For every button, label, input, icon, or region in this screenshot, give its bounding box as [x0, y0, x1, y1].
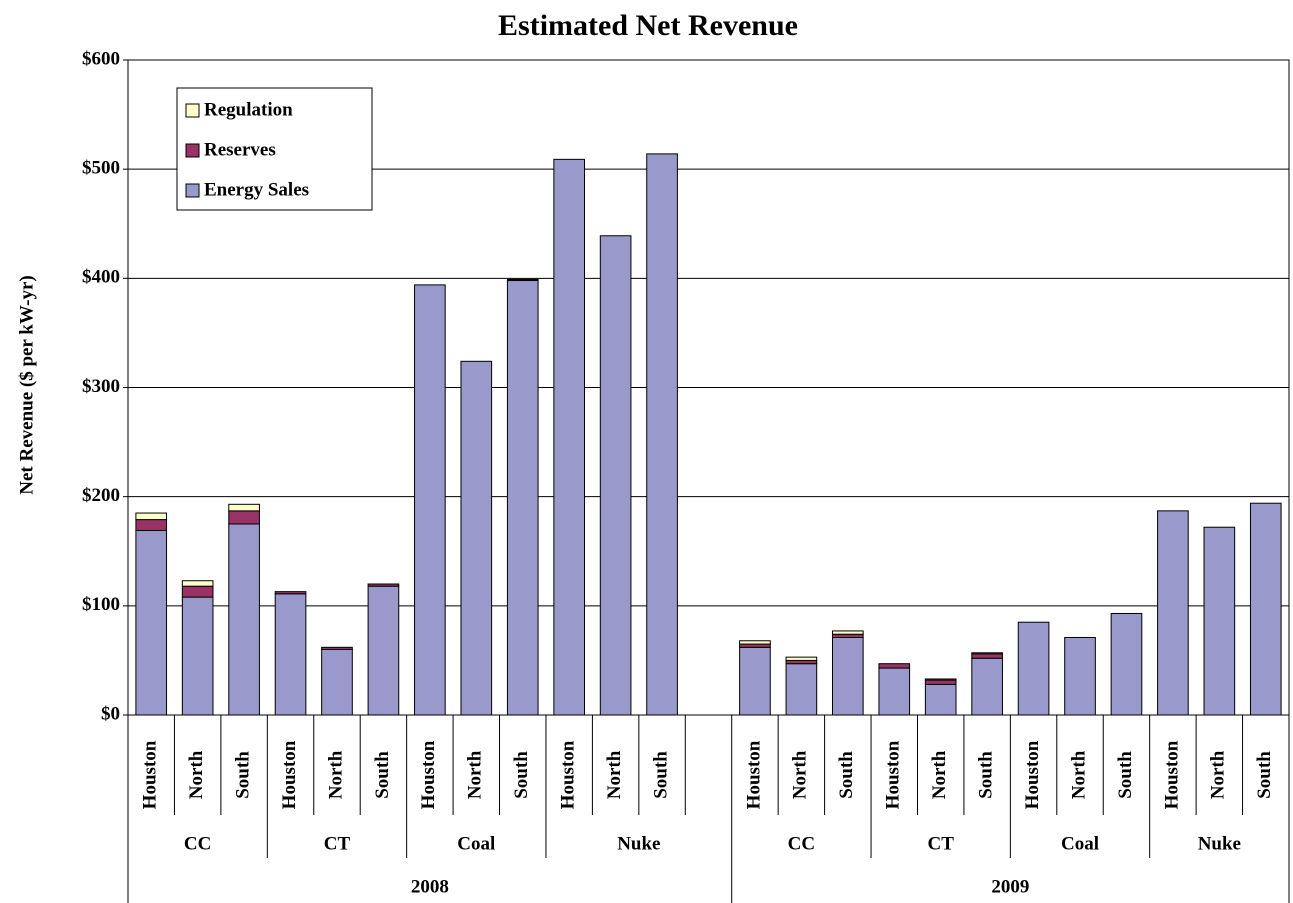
bar-segment [506, 280, 539, 716]
bar-segment [878, 663, 911, 669]
bar-segment [785, 663, 818, 716]
chart-title: Estimated Net Revenue [498, 9, 798, 42]
bar-segment [274, 591, 307, 595]
x-tick-label: Houston [1161, 740, 1182, 809]
bar-segment [1203, 526, 1236, 716]
bar-segment [228, 510, 260, 525]
x-tick-label: North [1208, 750, 1229, 799]
bar-segment [506, 278, 539, 282]
bar-segment [739, 646, 771, 716]
legend-label: Energy Sales [204, 179, 309, 200]
x-tick-label: Houston [140, 740, 161, 809]
bar-segment [646, 153, 678, 716]
bar-segment [321, 646, 353, 650]
x-tick-label: North [1068, 750, 1089, 799]
bar-segment [135, 512, 168, 521]
x-tick-label: Houston [743, 740, 764, 809]
legend-label: Reserves [204, 139, 276, 160]
bar-segment [553, 158, 586, 716]
x-tick-label: North [465, 750, 486, 799]
y-tick-label: $0 [101, 703, 120, 724]
bar-segment [971, 653, 1003, 659]
bar-segment [1017, 621, 1050, 716]
legend-label: Regulation [204, 99, 293, 120]
bar-segment [1157, 510, 1189, 716]
group-label: Nuke [1198, 833, 1241, 854]
x-tick-label: North [186, 750, 207, 799]
bar-segment [414, 284, 446, 716]
bar-segment [228, 523, 260, 716]
x-tick-label: South [1254, 751, 1275, 799]
bar-segment [924, 679, 957, 685]
bar-segment [367, 583, 400, 587]
bar-segment [971, 657, 1003, 716]
y-tick-label: $400 [82, 267, 120, 288]
bar-segment [181, 580, 214, 587]
group-label: CC [184, 833, 211, 854]
bar-segment [274, 593, 307, 716]
bar-segment [831, 636, 864, 716]
bar-segment [739, 640, 771, 645]
x-tick-label: North [604, 750, 625, 799]
y-tick-label: $300 [82, 376, 120, 397]
bar-segment [924, 683, 957, 716]
y-axis-label: Net Revenue ($ per kW-yr) [16, 275, 37, 495]
x-tick-label: South [511, 751, 532, 799]
bar-segment [1110, 612, 1143, 716]
x-tick-label: North [790, 750, 811, 799]
legend-box [176, 87, 373, 211]
group-label: Nuke [617, 833, 660, 854]
bar-segment [135, 530, 168, 716]
x-tick-label: Houston [418, 740, 439, 809]
x-tick-label: Houston [279, 740, 300, 809]
x-tick-label: Houston [883, 740, 904, 809]
year-label: 2008 [411, 876, 449, 897]
bar-segment [228, 503, 260, 512]
legend-swatch [185, 143, 200, 158]
bar-segment [831, 630, 864, 635]
bar-segment [367, 585, 400, 716]
x-tick-label: Houston [1022, 740, 1043, 809]
x-tick-label: Houston [558, 740, 579, 809]
x-tick-label: North [929, 750, 950, 799]
x-tick-label: South [836, 751, 857, 799]
x-tick-label: South [1115, 751, 1136, 799]
year-label: 2009 [991, 876, 1029, 897]
y-tick-label: $500 [82, 158, 120, 179]
x-tick-label: South [650, 751, 671, 799]
y-tick-label: $100 [82, 594, 120, 615]
legend-swatch [185, 103, 200, 118]
bar-segment [971, 652, 1003, 655]
bar-segment [878, 667, 911, 716]
group-label: CC [788, 833, 815, 854]
bar-segment [1064, 636, 1096, 716]
bar-segment [1249, 502, 1282, 716]
bar-segment [599, 235, 632, 716]
bar-segment [785, 656, 818, 661]
x-tick-label: South [372, 751, 393, 799]
bar-segment [135, 519, 168, 532]
group-label: Coal [1061, 833, 1099, 854]
legend-swatch [185, 183, 200, 198]
bar-segment [460, 360, 493, 716]
bar-segment [321, 649, 353, 716]
group-label: CT [324, 833, 351, 854]
y-tick-label: $200 [82, 485, 120, 506]
bar-segment [181, 585, 214, 598]
x-tick-label: South [975, 751, 996, 799]
group-label: Coal [457, 833, 495, 854]
x-tick-label: North [325, 750, 346, 799]
bar-segment [181, 596, 214, 716]
x-tick-label: South [232, 751, 253, 799]
bar-segment [924, 678, 957, 681]
group-label: CT [927, 833, 954, 854]
y-tick-label: $600 [82, 48, 120, 69]
